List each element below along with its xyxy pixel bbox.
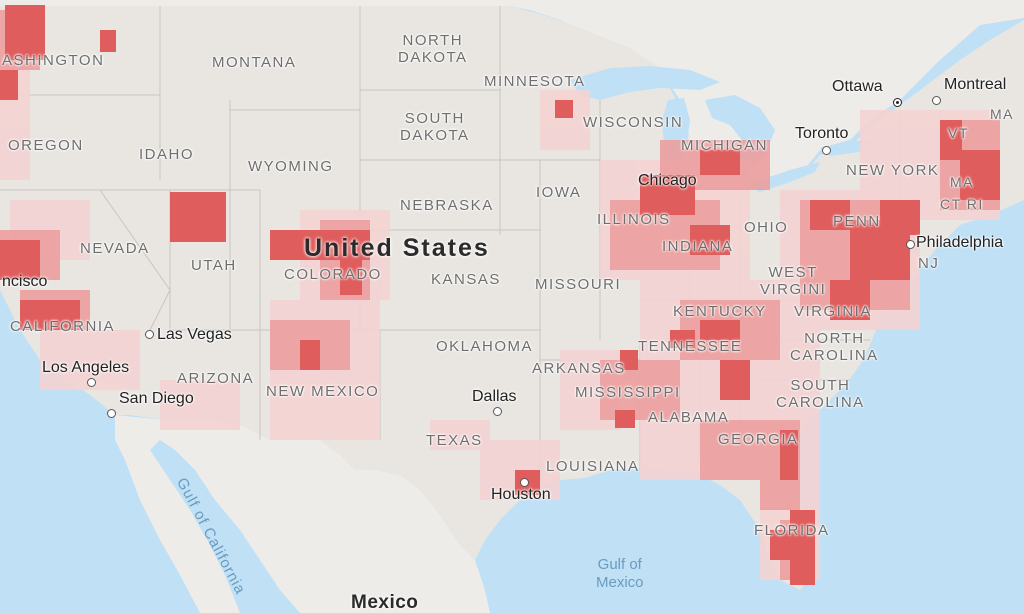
state-label-maine-partial: MA	[990, 106, 1014, 122]
state-label-vt: VT	[948, 125, 969, 141]
state-label-ct-ri: CT RI	[940, 196, 984, 212]
state-label-west-virginia: WEST VIRGINI	[760, 264, 827, 298]
state-label-colorado: COLORADO	[284, 266, 382, 283]
state-label-mississippi: MISSISSIPPI	[575, 384, 681, 401]
state-label-georgia: GEORGIA	[718, 431, 799, 448]
state-label-utah: UTAH	[191, 257, 237, 274]
state-label-south-dakota: SOUTH DAKOTA	[400, 110, 470, 144]
city-label-philadelphia[interactable]: Philadelphia	[916, 234, 1004, 251]
dallas-marker[interactable]	[493, 407, 502, 416]
philadelphia-marker[interactable]	[906, 240, 915, 249]
montreal-marker[interactable]	[932, 96, 941, 105]
city-label-ottawa[interactable]: Ottawa	[832, 78, 883, 95]
state-label-wisconsin: WISCONSIN	[583, 114, 684, 131]
lake-superior	[570, 66, 720, 100]
density-overlay	[0, 5, 1000, 585]
state-label-north-carolina: NORTH CAROLINA	[790, 330, 879, 364]
state-label-texas: TEXAS	[426, 432, 483, 449]
state-label-oregon: OREGON	[8, 137, 84, 154]
city-label-chicago[interactable]: Chicago	[638, 172, 697, 189]
state-label-new-york: NEW YORK	[846, 162, 940, 179]
city-label-las-vegas[interactable]: Las Vegas	[157, 326, 232, 343]
city-label-montreal[interactable]: Montreal	[944, 76, 1007, 93]
state-label-arkansas: ARKANSAS	[532, 360, 626, 377]
state-label-arizona: ARIZONA	[177, 370, 255, 387]
state-label-iowa: IOWA	[536, 184, 582, 201]
city-label-dallas[interactable]: Dallas	[472, 388, 517, 405]
state-label-nevada: NEVADA	[80, 240, 150, 257]
state-label-north-dakota: NORTH DAKOTA	[398, 32, 468, 66]
country-label-united-states: United States	[304, 234, 490, 262]
state-label-ohio: OHIO	[744, 219, 789, 236]
state-label-indiana: INDIANA	[662, 238, 734, 255]
state-label-idaho: IDAHO	[139, 146, 195, 163]
state-label-virginia: VIRGINIA	[794, 303, 872, 320]
state-label-nebraska: NEBRASKA	[400, 197, 494, 214]
state-label-kansas: KANSAS	[431, 271, 501, 288]
mexico-land	[115, 415, 490, 613]
state-label-kentucky: KENTUCKY	[673, 303, 767, 320]
houston-marker[interactable]	[520, 478, 529, 487]
state-label-oklahoma: OKLAHOMA	[436, 338, 534, 355]
state-label-nj: NJ	[918, 255, 940, 272]
state-label-montana: MONTANA	[212, 54, 297, 71]
state-label-mass: MA	[950, 174, 974, 190]
state-label-minnesota: MINNESOTA	[484, 73, 586, 90]
city-label-houston[interactable]: Houston	[491, 486, 551, 503]
state-label-california: CALIFORNIA	[10, 318, 116, 335]
los-angeles-marker[interactable]	[87, 378, 96, 387]
city-label-toronto[interactable]: Toronto	[795, 125, 849, 142]
state-label-louisiana: LOUISIANA	[546, 458, 640, 475]
state-label-south-carolina: SOUTH CAROLINA	[776, 377, 865, 411]
city-label-los-angeles[interactable]: Los Angeles	[42, 359, 130, 376]
toronto-marker[interactable]	[822, 146, 831, 155]
water-label-gulf-of-mexico: Gulf of Mexico	[596, 556, 644, 591]
state-label-michigan: MICHIGAN	[681, 137, 768, 154]
san-diego-marker[interactable]	[107, 409, 116, 418]
country-label-mexico: Mexico	[351, 592, 419, 613]
state-label-new-mexico: NEW MEXICO	[266, 383, 380, 400]
state-label-missouri: MISSOURI	[535, 276, 622, 293]
state-label-tennessee: TENNESSEE	[638, 338, 743, 355]
city-label-san-diego[interactable]: San Diego	[119, 390, 194, 407]
state-label-alabama: ALABAMA	[648, 409, 730, 426]
state-label-illinois: ILLINOIS	[597, 211, 671, 228]
state-label-penn: PENN	[833, 213, 881, 230]
state-label-wyoming: WYOMING	[248, 158, 334, 175]
state-label-washington: ASHINGTON	[2, 52, 105, 69]
city-label-san-francisco[interactable]: ncisco	[2, 273, 48, 290]
las-vegas-marker[interactable]	[145, 330, 154, 339]
state-label-florida: FLORIDA	[754, 522, 830, 539]
ottawa-marker[interactable]	[893, 98, 902, 107]
